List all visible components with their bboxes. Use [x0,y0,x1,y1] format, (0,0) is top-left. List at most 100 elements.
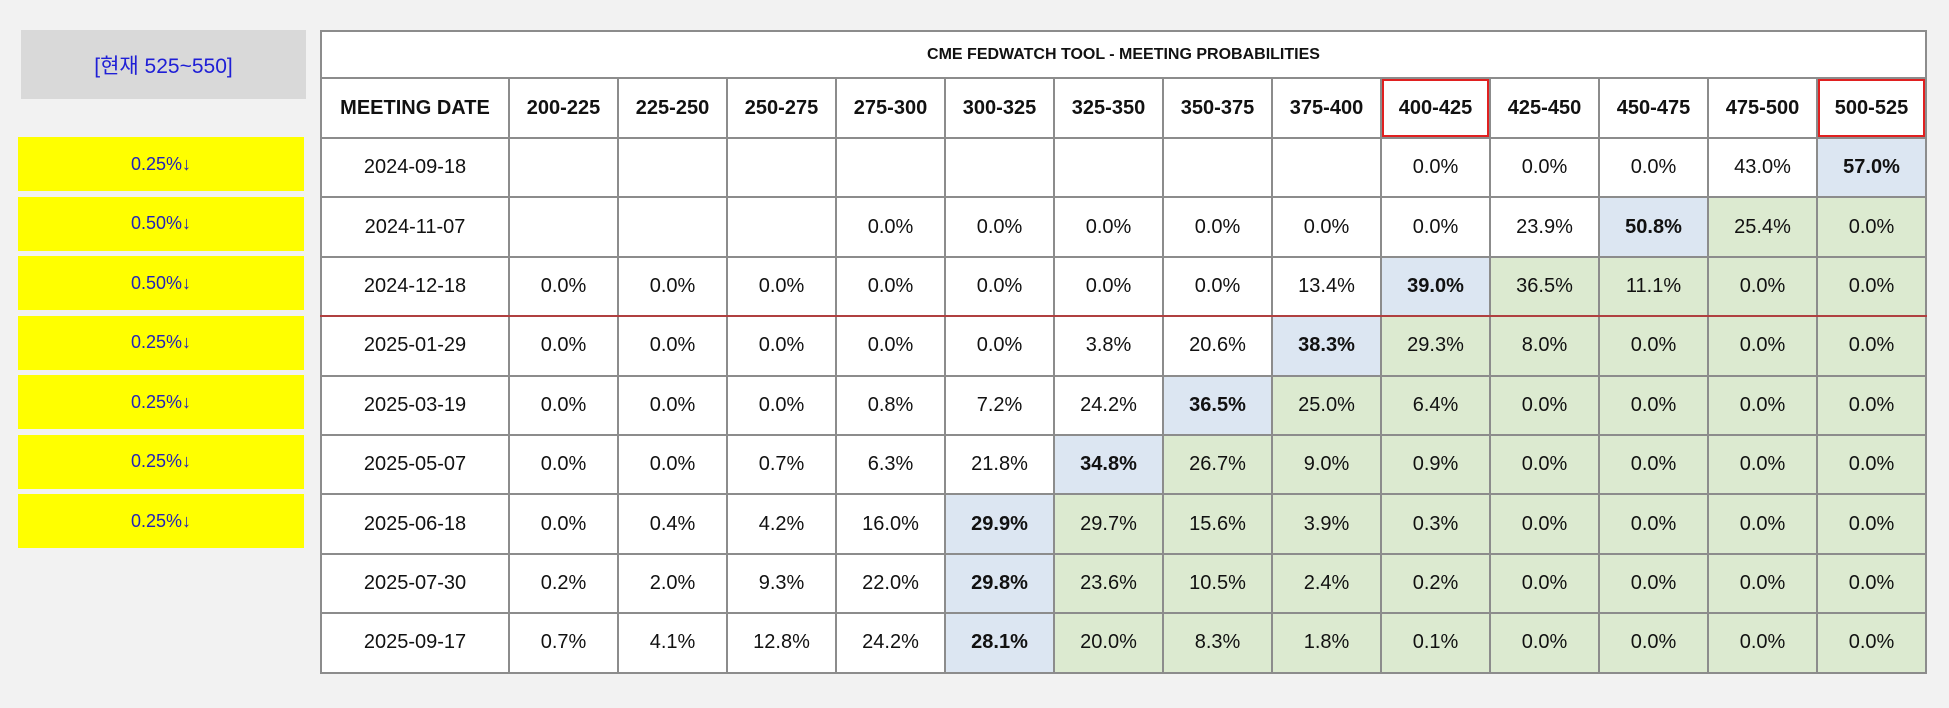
prob-cell: 0.0% [1816,315,1927,377]
prob-cell: 0.0% [1162,255,1273,318]
table-row: 2024-11-07 0.0% 0.0% 0.0% 0.0% 0.0% 0.0%… [320,196,1927,258]
rate-cut-item: 0.50%↓ [18,256,304,310]
meeting-date: 2025-03-19 [320,374,510,436]
prob-cell: 0.0% [835,315,946,377]
prob-cell: 0.0% [1816,255,1927,318]
prob-cell: 0.0% [1816,374,1927,436]
rate-cut-item: 0.25%↓ [18,137,304,191]
prob-cell: 25.0% [1271,374,1382,436]
prob-cell: 0.8% [835,374,946,436]
prob-cell: 2.4% [1271,552,1382,615]
prob-cell: 21.8% [944,433,1055,496]
table-row: 2025-09-17 0.7% 4.1% 12.8% 24.2% 28.1% 2… [320,612,1927,674]
prob-cell: 0.0% [508,433,619,496]
range-header: 475-500 [1707,77,1818,139]
prob-cell: 36.5% [1489,255,1600,318]
meeting-date: 2025-01-29 [320,315,510,377]
prob-cell-max: 29.8% [944,552,1055,615]
prob-cell: 20.6% [1162,315,1273,377]
prob-cell: 0.0% [1380,136,1491,199]
prob-cell [944,136,1055,199]
prob-cell: 2.0% [617,552,728,615]
prob-cell: 25.4% [1707,196,1818,258]
prob-cell: 0.2% [1380,552,1491,615]
prob-cell: 0.0% [1816,552,1927,615]
prob-cell: 0.9% [1380,433,1491,496]
prob-cell: 23.6% [1053,552,1164,615]
prob-cell: 8.0% [1489,315,1600,377]
prob-cell: 0.0% [1489,374,1600,436]
prob-cell: 0.0% [508,374,619,436]
range-header: 300-325 [944,77,1055,139]
prob-cell [1162,136,1273,199]
meeting-date: 2024-12-18 [320,255,510,318]
prob-cell: 0.0% [726,255,837,318]
prob-cell: 16.0% [835,493,946,555]
prob-cell: 13.4% [1271,255,1382,318]
prob-cell: 11.1% [1598,255,1709,318]
table-row: 2024-09-18 0.0% 0.0% 0.0% 43.0% 57.0% [320,136,1927,199]
meeting-date: 2025-07-30 [320,552,510,615]
prob-cell: 3.9% [1271,493,1382,555]
prob-cell: 9.0% [1271,433,1382,496]
prob-cell: 0.0% [1598,612,1709,674]
prob-cell: 8.3% [1162,612,1273,674]
prob-cell: 0.0% [1707,374,1818,436]
range-header: 250-275 [726,77,837,139]
prob-cell: 20.0% [1053,612,1164,674]
table-header-row: MEETING DATE 200-225 225-250 250-275 275… [320,77,1927,139]
table-row: 2025-01-29 0.0% 0.0% 0.0% 0.0% 0.0% 3.8%… [320,315,1927,377]
rate-cut-item: 0.25%↓ [18,375,304,429]
prob-cell: 0.0% [617,374,728,436]
prob-cell: 29.7% [1053,493,1164,555]
table-row: 2024-12-18 0.0% 0.0% 0.0% 0.0% 0.0% 0.0%… [320,255,1927,318]
table-row: 2025-05-07 0.0% 0.0% 0.7% 6.3% 21.8% 34.… [320,433,1927,496]
prob-cell [726,136,837,199]
prob-cell: 0.0% [1162,196,1273,258]
prob-cell: 0.0% [1598,374,1709,436]
prob-cell: 0.0% [1489,136,1600,199]
prob-cell: 0.0% [1707,612,1818,674]
prob-cell: 0.0% [1707,552,1818,615]
prob-cell: 0.0% [944,196,1055,258]
range-header: 425-450 [1489,77,1600,139]
prob-cell: 0.0% [1053,255,1164,318]
prob-cell [617,136,728,199]
prob-cell: 0.3% [1380,493,1491,555]
prob-cell: 43.0% [1707,136,1818,199]
table-title-row: CME FEDWATCH TOOL - MEETING PROBABILITIE… [320,30,1927,79]
prob-cell: 24.2% [1053,374,1164,436]
meeting-date-header: MEETING DATE [320,77,510,139]
range-header: 275-300 [835,77,946,139]
prob-cell: 1.8% [1271,612,1382,674]
prob-cell [1053,136,1164,199]
prob-cell: 23.9% [1489,196,1600,258]
prob-cell-max: 50.8% [1598,196,1709,258]
meeting-date: 2024-09-18 [320,136,510,199]
current-rate-label: [현재 525~550] [21,30,306,99]
range-header: 350-375 [1162,77,1273,139]
prob-cell: 0.0% [1598,552,1709,615]
rate-cut-item: 0.25%↓ [18,315,304,370]
table-row: 2025-07-30 0.2% 2.0% 9.3% 22.0% 29.8% 23… [320,552,1927,615]
prob-cell: 0.0% [1489,612,1600,674]
prob-cell: 22.0% [835,552,946,615]
prob-cell: 15.6% [1162,493,1273,555]
prob-cell: 0.0% [1598,433,1709,496]
prob-cell: 0.0% [1598,493,1709,555]
prob-cell: 0.4% [617,493,728,555]
prob-cell: 10.5% [1162,552,1273,615]
range-header: 225-250 [617,77,728,139]
prob-cell: 12.8% [726,612,837,674]
prob-cell: 0.0% [508,255,619,318]
range-header: 450-475 [1598,77,1709,139]
prob-cell: 3.8% [1053,315,1164,377]
prob-cell: 0.0% [508,493,619,555]
prob-cell: 0.0% [1598,315,1709,377]
range-header: 375-400 [1271,77,1382,139]
range-header-highlighted: 400-425 [1380,77,1491,139]
prob-cell: 0.0% [617,433,728,496]
prob-cell: 0.0% [944,315,1055,377]
prob-cell: 0.7% [508,612,619,674]
prob-cell: 6.3% [835,433,946,496]
